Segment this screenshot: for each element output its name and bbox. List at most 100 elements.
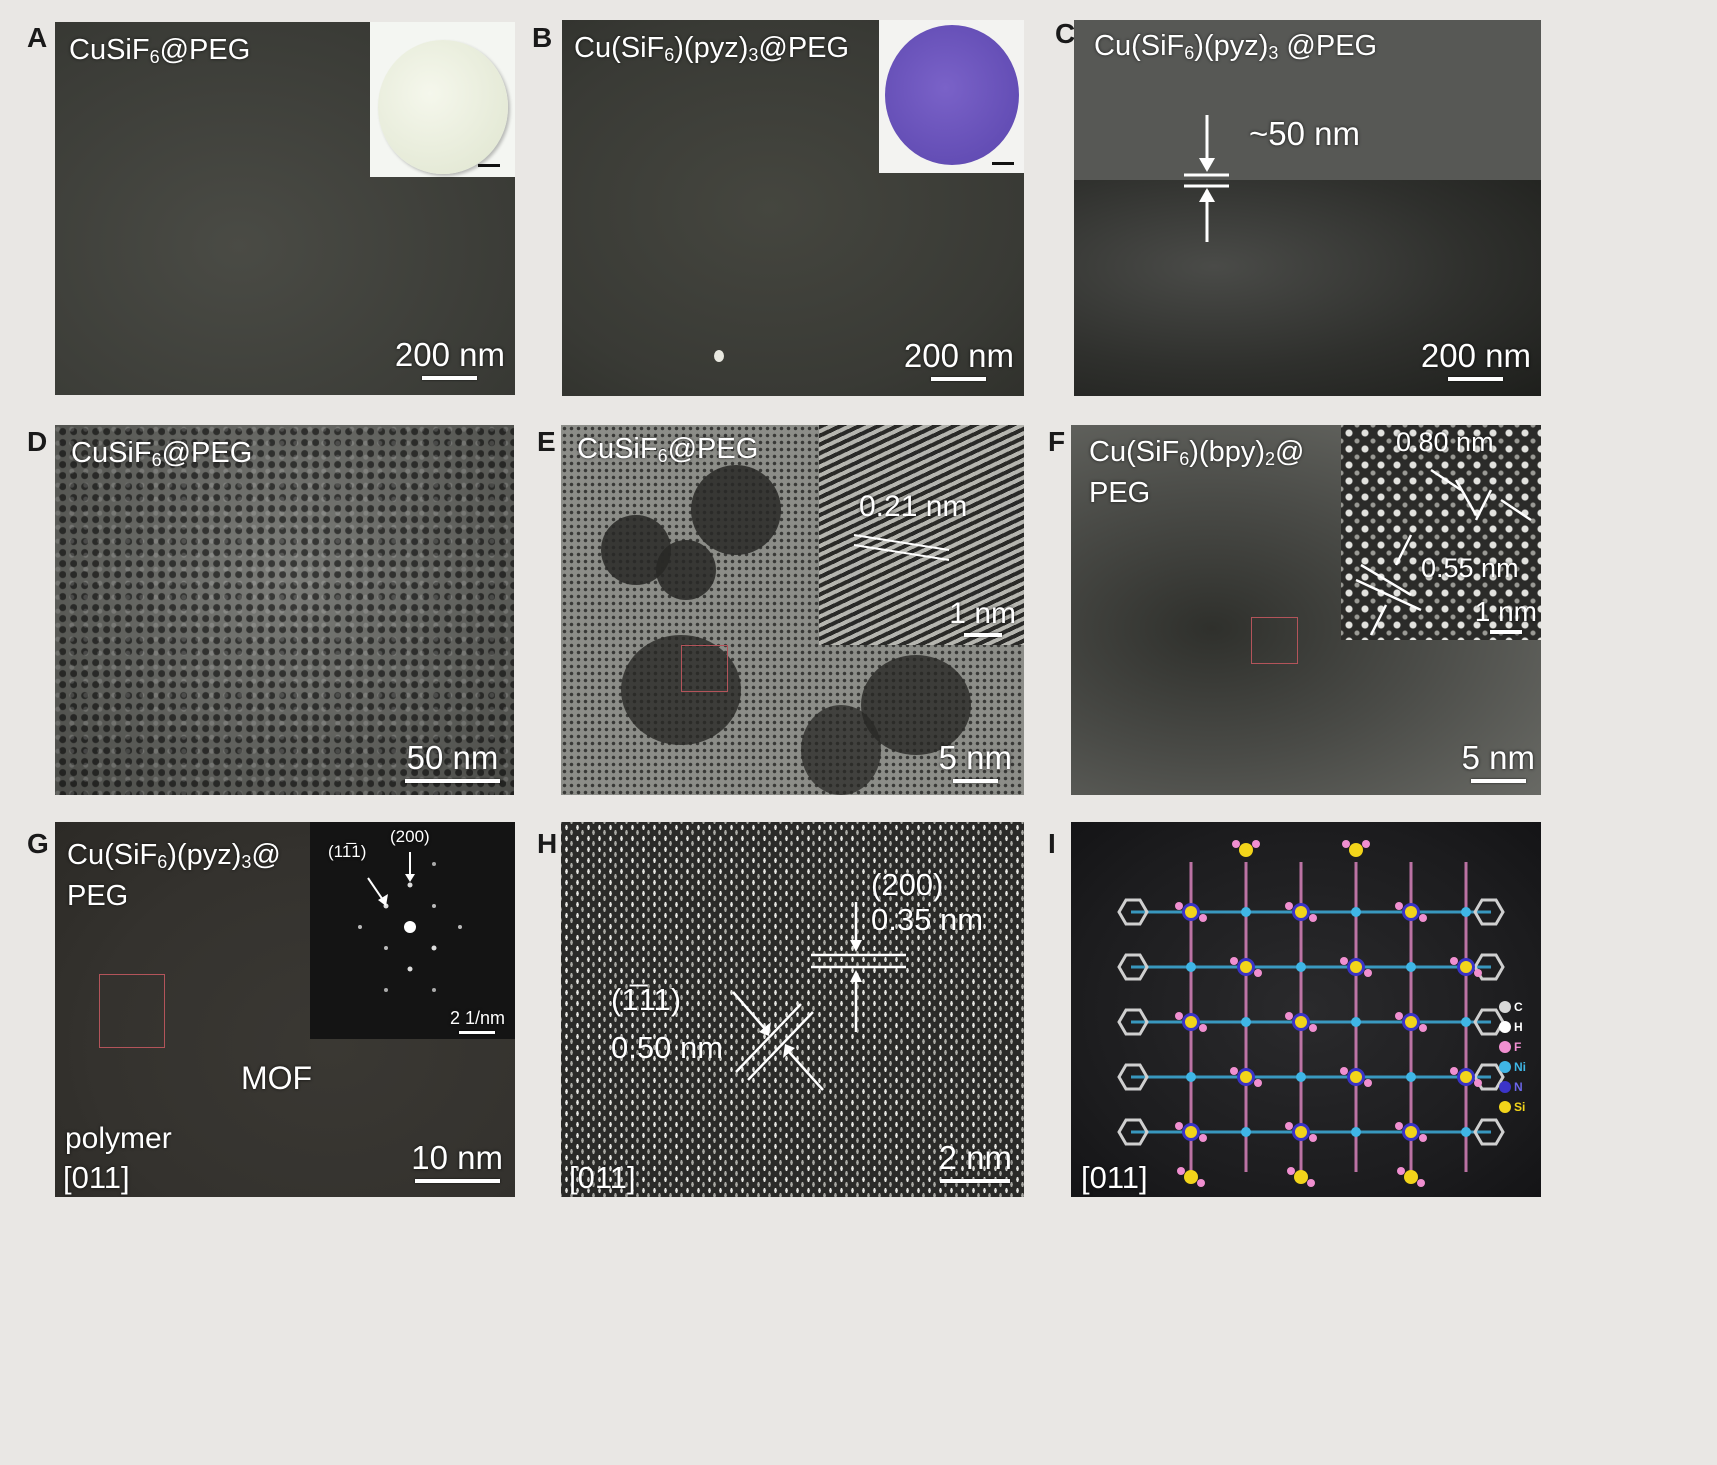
membrane-disc-white — [378, 40, 508, 174]
nanoparticle — [801, 705, 881, 795]
plane-label-1-1-1: (1̅11) — [611, 982, 682, 1017]
region-of-interest-box — [681, 645, 728, 692]
silicon-atom — [1350, 1071, 1362, 1083]
fluorine-atom — [1395, 1012, 1403, 1020]
spacing-label-1-1-1: 0.50 nm — [611, 1030, 724, 1065]
panel-c-cross-section-image: Cu(SiF6)(pyz)3 @PEG ~50 nm 200 nm — [1074, 20, 1541, 396]
pyrazine-ring — [1473, 898, 1505, 926]
fluorine-atom — [1252, 840, 1260, 848]
plane-label-200: (200) — [871, 867, 944, 902]
panel-g-tem-image: (11̅1) (200) 2 1/nm Cu(SiF6)(pyz)3@ PEG … — [55, 822, 515, 1197]
panel-b-sem-image: Cu(SiF6)(pyz)3@PEG 200 nm — [562, 20, 1024, 396]
panel-letter-f: F — [1048, 426, 1066, 457]
diffraction-plane-label: (200) — [390, 827, 430, 846]
legend-item-ni: Ni — [1499, 1057, 1537, 1077]
lattice-markers — [1355, 468, 1532, 636]
nickel-atom — [1461, 1127, 1471, 1137]
fluorine-atom — [1395, 902, 1403, 910]
nickel-atom — [1241, 1017, 1251, 1027]
fluorine-atom — [1175, 902, 1183, 910]
panel-a-sample-label: CuSiF6@PEG — [69, 34, 251, 67]
fluorine-atom — [1309, 1024, 1317, 1032]
nickel-atom — [1406, 962, 1416, 972]
fluorine-atom — [1397, 1167, 1405, 1175]
panel-letter-g: G — [27, 828, 49, 859]
fluorine-atom — [1177, 1167, 1185, 1175]
silicon-atom — [1295, 1126, 1307, 1138]
nickel-atom — [1461, 1017, 1471, 1027]
fluorine-atom — [1254, 1079, 1262, 1087]
fluorine-atom — [1450, 1067, 1458, 1075]
fluorine-atom — [1309, 1134, 1317, 1142]
panel-g-sample-label: Cu(SiF6)(pyz)3@ PEG — [67, 839, 281, 912]
panel-letter-i: I — [1048, 828, 1056, 859]
fluorine-atom — [1197, 1179, 1205, 1187]
panel-c-thickness-label: ~50 nm — [1249, 115, 1360, 152]
pyrazine-ring — [1117, 1063, 1149, 1091]
legend-item-f: F — [1499, 1037, 1537, 1057]
lattice-spacing-label: 0.21 nm — [859, 490, 968, 523]
inset-scale-bar — [992, 162, 1014, 165]
fluorine-atom — [1364, 969, 1372, 977]
fluorine-atom — [1364, 1079, 1372, 1087]
fluorine-atom — [1230, 957, 1238, 965]
panel-a-scale-bar: 200 nm — [395, 336, 505, 380]
silicon-atom — [1294, 1170, 1308, 1184]
atom-legend: C H F Ni N Si — [1499, 997, 1537, 1117]
panel-d-sample-label: CuSiF6@PEG — [71, 437, 253, 470]
pyrazine-ring — [1473, 1063, 1505, 1091]
silicon-atom — [1240, 1071, 1252, 1083]
pyrazine-ring — [1473, 953, 1505, 981]
legend-item-c: C — [1499, 997, 1537, 1017]
panel-f-hrtem-inset: 0.80 nm 0.55 nm 1 nm — [1341, 425, 1541, 640]
fluorine-atom — [1474, 1079, 1482, 1087]
silicon-atom — [1405, 906, 1417, 918]
nanoparticle — [656, 540, 716, 600]
legend-item-h: H — [1499, 1017, 1537, 1037]
panel-c-sample-label: Cu(SiF6)(pyz)3 @PEG — [1094, 30, 1378, 63]
fluorine-atom — [1230, 1067, 1238, 1075]
panel-b-sample-label: Cu(SiF6)(pyz)3@PEG — [574, 32, 850, 65]
pyrazine-ring — [1473, 1118, 1505, 1146]
diffraction-plane-label: (11̅1) — [328, 842, 367, 861]
nickel-atom — [1296, 1072, 1306, 1082]
zone-axis-label: [011] — [569, 1160, 636, 1195]
silicon-atom — [1404, 1170, 1418, 1184]
cross-section-bulk — [1074, 180, 1541, 396]
silicon-atom — [1460, 961, 1472, 973]
panel-e-hrtem-image: 0.21 nm 1 nm CuSiF6@PEG 5 nm — [561, 425, 1024, 795]
pyrazine-ring — [1117, 898, 1149, 926]
panel-i-crystal-structure: C H F Ni N Si [011] — [1071, 822, 1541, 1197]
panel-d-scale-bar: 50 nm — [405, 739, 500, 783]
panel-f-inset-scale-bar: 1 nm — [1475, 596, 1537, 634]
panel-b-inset-photo — [879, 20, 1024, 173]
panel-d-tem-image: CuSiF6@PEG 50 nm — [55, 425, 514, 795]
fluorine-atom — [1285, 902, 1293, 910]
fluorine-atom — [1285, 1122, 1293, 1130]
fluorine-atom — [1340, 1067, 1348, 1075]
nickel-atom — [1351, 1017, 1361, 1027]
crystal-lattice-model — [1117, 840, 1505, 1187]
pyrazine-ring — [1117, 1118, 1149, 1146]
silicon-atom — [1350, 961, 1362, 973]
silicon-atom — [1405, 1016, 1417, 1028]
legend-swatch-n — [1499, 1081, 1511, 1093]
lattice-spacing-label: 0.55 nm — [1421, 553, 1519, 583]
polymer-region-label: polymer — [65, 1122, 172, 1155]
legend-label: C — [1514, 1000, 1523, 1014]
legend-label: Si — [1514, 1100, 1526, 1114]
membrane-disc-purple — [885, 25, 1019, 165]
nickel-atom — [1461, 907, 1471, 917]
nickel-atom — [1241, 1127, 1251, 1137]
legend-item-si: Si — [1499, 1097, 1537, 1117]
panel-a-sem-image: CuSiF6@PEG 200 nm — [55, 22, 515, 395]
fluorine-atom — [1450, 957, 1458, 965]
panel-f-hrtem-image: 0.80 nm 0.55 nm 1 nm Cu(SiF6)(bpy)2@ PEG… — [1071, 425, 1541, 795]
fluorine-atom — [1199, 1134, 1207, 1142]
panel-letter-c: C — [1055, 18, 1076, 49]
panel-e-sample-label: CuSiF6@PEG — [577, 433, 759, 466]
fluorine-atom — [1307, 1179, 1315, 1187]
spacing-label-200: 0.35 nm — [871, 902, 984, 937]
inset-scale-bar — [478, 164, 500, 167]
fluorine-atom — [1340, 957, 1348, 965]
